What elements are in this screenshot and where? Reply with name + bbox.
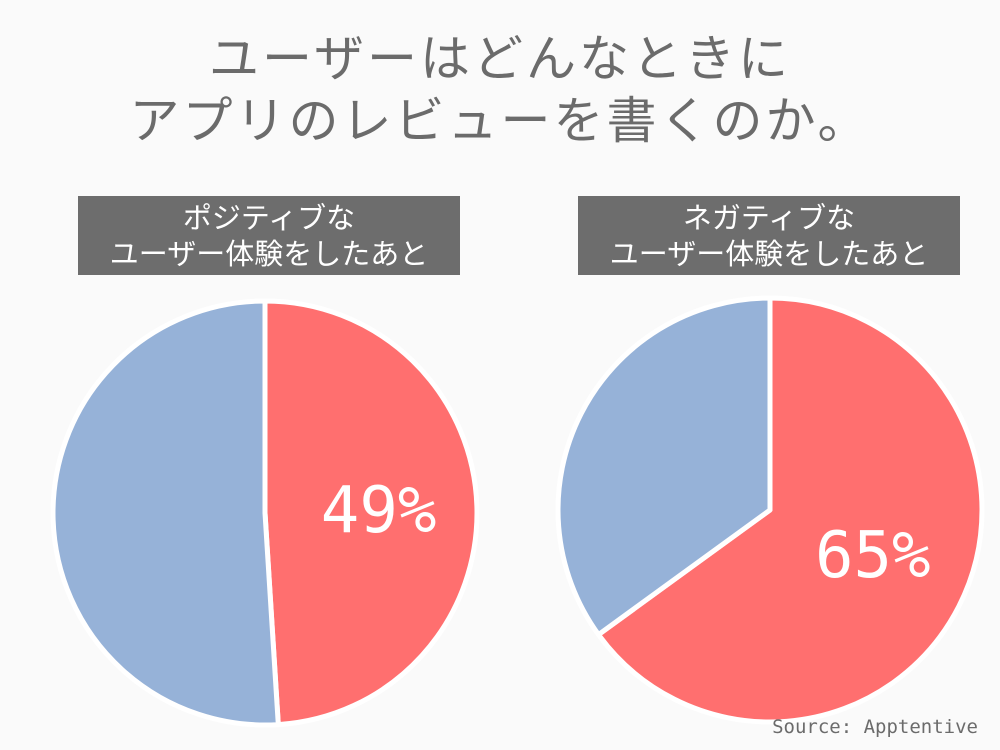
title-line-1: ユーザーはどんなときに <box>209 30 791 88</box>
positive-pie-slice-1 <box>50 298 281 728</box>
left-chart-label-line-2: ユーザー体験をしたあと <box>109 237 429 271</box>
left-chart-label: ポジティブな ユーザー体験をしたあと <box>78 196 460 275</box>
title-line-2: アプリのレビューを書くのか。 <box>129 92 871 150</box>
negative-pie-slice-1 <box>555 295 773 638</box>
negative-pie-slice-0 <box>595 295 985 725</box>
page-title: ユーザーはどんなときに アプリのレビューを書くのか。 <box>0 28 1000 152</box>
positive-experience-pie-chart: 49% <box>50 298 480 728</box>
positive-pie-percent-label: 49% <box>321 474 437 548</box>
negative-pie-percent-label: 65% <box>815 519 931 593</box>
source-credit: Source: Apptentive <box>772 716 978 738</box>
positive-pie-slice-0 <box>262 298 480 728</box>
right-chart-label: ネガティブな ユーザー体験をしたあと <box>578 196 960 275</box>
left-chart-label-line-1: ポジティブな <box>182 201 356 235</box>
negative-experience-pie-chart: 65% <box>555 295 985 725</box>
right-chart-label-line-1: ネガティブな <box>682 201 856 235</box>
right-chart-label-line-2: ユーザー体験をしたあと <box>609 237 929 271</box>
